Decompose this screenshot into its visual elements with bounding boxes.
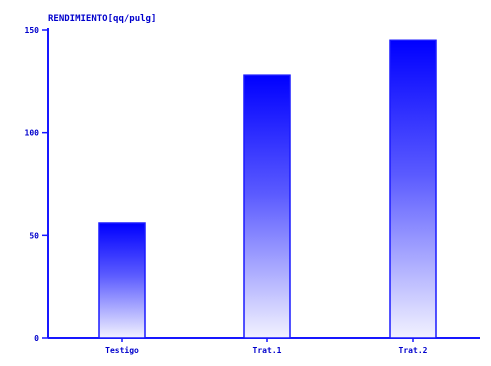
y-tick-label: 50 (29, 231, 39, 240)
bar (98, 222, 146, 339)
x-tick-label: Trat.2 (399, 346, 428, 355)
bar (243, 74, 291, 339)
bar (389, 39, 437, 339)
y-ticks: 0 50 100 150 (25, 26, 48, 343)
x-tick-label: Trat.1 (253, 346, 282, 355)
x-tick-labels: Testigo Trat.1 Trat.2 (105, 338, 428, 355)
y-tick-label: 0 (34, 334, 39, 343)
bars (98, 39, 437, 339)
y-tick-label: 100 (25, 129, 40, 138)
y-tick-label: 150 (25, 26, 40, 35)
chart-title: RENDIMIENTO[qq/pulg] (48, 14, 156, 24)
x-tick-label: Testigo (105, 345, 139, 355)
